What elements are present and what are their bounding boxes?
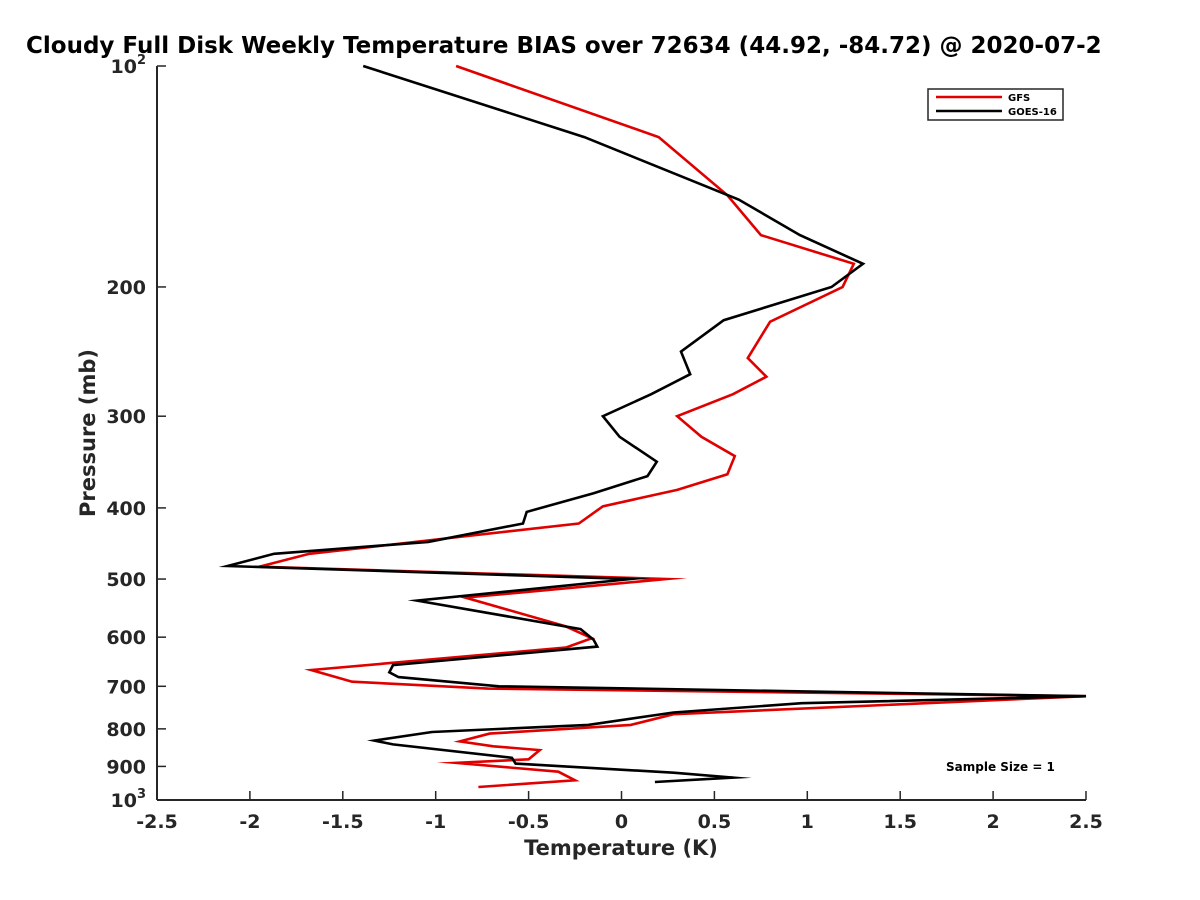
x-tick-label: -0.5 xyxy=(508,811,550,833)
series-line-goes-16 xyxy=(218,64,1087,784)
x-tick-label: -2 xyxy=(239,811,260,833)
x-tick-label: 1 xyxy=(801,811,814,833)
sample-size-annotation: Sample Size = 1 xyxy=(946,760,1055,774)
x-tick-label: 1.5 xyxy=(883,811,917,833)
x-tick-label: 0.5 xyxy=(698,811,732,833)
x-axis-label: Temperature (K) xyxy=(524,836,718,860)
y-tick-label: 102 xyxy=(111,53,147,78)
x-tick-label: 2.5 xyxy=(1069,811,1103,833)
y-axis-ticks: 102 200 300 400 500 600 700 800 900 103 xyxy=(106,53,166,812)
x-axis-ticks: -2.5 -2 -1.5 -1 -0.5 0 0.5 1 1.5 2 2.5 xyxy=(136,791,1103,833)
y-tick-label: 500 xyxy=(106,569,146,591)
y-tick-label: 700 xyxy=(106,676,146,698)
series-layer xyxy=(218,64,1087,789)
y-axis-label: Pressure (mb) xyxy=(76,349,100,517)
legend-label-goes-16: GOES-16 xyxy=(1008,107,1057,118)
y-tick-label: 400 xyxy=(106,498,146,520)
y-tick-label: 200 xyxy=(106,277,146,299)
y-tick-label: 300 xyxy=(106,406,146,428)
legend: GFS GOES-16 xyxy=(927,88,1064,121)
y-tick-label: 800 xyxy=(106,719,146,741)
chart-title: Cloudy Full Disk Weekly Temperature BIAS… xyxy=(26,33,1102,59)
y-tick-label: 900 xyxy=(106,756,146,778)
series-line-gfs xyxy=(249,64,1087,789)
legend-box xyxy=(927,88,1064,121)
y-tick-label: 103 xyxy=(111,787,147,812)
x-tick-label: -2.5 xyxy=(136,811,178,833)
x-tick-label: -1.5 xyxy=(322,811,364,833)
x-tick-label: -1 xyxy=(425,811,446,833)
legend-label-gfs: GFS xyxy=(1008,93,1030,104)
y-tick-label: 600 xyxy=(106,627,146,649)
x-tick-label: 2 xyxy=(986,811,999,833)
x-tick-label: 0 xyxy=(615,811,628,833)
